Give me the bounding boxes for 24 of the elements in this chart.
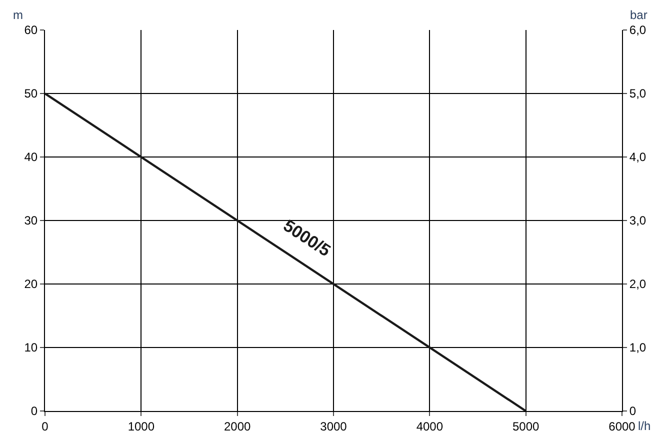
y-tick-label: 50 — [24, 86, 38, 101]
x-tick-label: 5000 — [512, 419, 540, 434]
y2-tick-label: 0 — [629, 404, 636, 418]
x-tick-label: 2000 — [224, 419, 251, 434]
y2-axis-title: bar — [630, 8, 648, 22]
y-tick-label: 30 — [24, 214, 38, 228]
y-tick-label: 0 — [30, 404, 38, 418]
x-tick-label: 4000 — [416, 419, 444, 434]
y2-tick-label: 6,0 — [629, 23, 646, 38]
x-tick-label: 6000 — [608, 419, 636, 434]
y2-tick-label: 1,0 — [629, 340, 646, 355]
x-tick-label: 3000 — [320, 419, 348, 434]
y2-tick-label: 3,0 — [629, 214, 646, 228]
y-tick-label: 10 — [24, 340, 38, 355]
x-tick-label: 0 — [42, 419, 49, 434]
y-tick-label: 20 — [24, 277, 38, 292]
x-axis-title: l/h — [638, 419, 651, 433]
x-tick-label: 1000 — [128, 419, 155, 434]
y2-tick-label: 5,0 — [629, 86, 646, 101]
y2-tick-label: 2,0 — [629, 277, 646, 292]
y-tick-label: 40 — [24, 150, 38, 164]
y-axis-title: m — [13, 8, 23, 22]
y2-tick-label: 4,0 — [629, 150, 646, 164]
y-tick-label: 60 — [24, 23, 38, 38]
